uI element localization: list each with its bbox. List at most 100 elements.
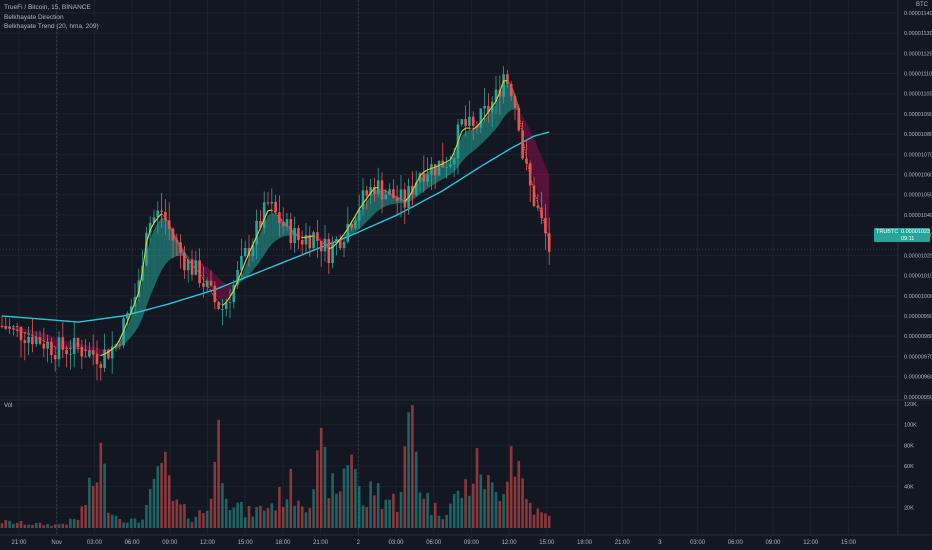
candle-body — [164, 211, 167, 221]
belkhayate-direction-segment — [100, 353, 105, 357]
price-tick-label: 0.00001010 — [904, 274, 932, 280]
candle-body — [19, 326, 23, 341]
candle-body — [217, 302, 220, 309]
belkhayate-band-segment — [465, 129, 470, 158]
belkhayate-band-segment — [496, 95, 500, 129]
volume-bar — [365, 507, 369, 528]
belkhayate-direction-segment — [495, 91, 501, 102]
belkhayate-direction-segment — [263, 210, 269, 220]
volume-bar — [319, 427, 323, 528]
candle-body — [521, 130, 524, 159]
candle-body — [509, 83, 513, 97]
candle-body — [148, 222, 152, 233]
candle-body — [137, 280, 141, 297]
volume-bar — [8, 520, 11, 528]
belkhayate-direction-segment — [248, 244, 254, 254]
belkhayate-direction-segment — [351, 215, 356, 223]
volume-bar — [498, 501, 502, 528]
candle-body — [110, 346, 114, 359]
belkhayate-direction-segment — [358, 203, 364, 210]
volume-bar — [430, 514, 433, 528]
candle-body — [31, 336, 34, 345]
belkhayate-band-segment — [218, 277, 223, 303]
volume-bar — [354, 468, 357, 528]
volume-bar — [156, 466, 160, 528]
price-tick-label: 0.00001130 — [904, 31, 932, 37]
volume-bar — [521, 478, 524, 528]
belkhayate-direction-segment — [378, 186, 383, 190]
belkhayate-direction-segment — [537, 202, 543, 216]
volume-bar — [380, 509, 384, 528]
belkhayate-band-segment — [545, 165, 550, 234]
volume-bar — [255, 507, 258, 528]
volume-bar — [418, 492, 422, 528]
belkhayate-direction-segment — [374, 186, 379, 189]
volume-bar — [53, 524, 57, 528]
volume-bar — [80, 506, 84, 528]
candle-body — [388, 189, 391, 195]
belkhayate-direction-segment — [108, 348, 113, 353]
time-tick-label: 03:00 — [388, 540, 404, 546]
volume-bar — [205, 510, 209, 528]
candle-body — [319, 240, 323, 252]
candle-body — [12, 326, 15, 327]
volume-bar — [293, 505, 296, 528]
volume-bar — [213, 461, 217, 528]
candle-body — [152, 217, 156, 223]
volume-bar — [384, 499, 388, 528]
volume-bar — [42, 525, 46, 528]
belkhayate-direction-segment — [104, 351, 109, 355]
time-tick-label: 2 — [357, 540, 361, 546]
volume-bar — [304, 512, 308, 528]
volume-bar — [209, 498, 213, 528]
belkhayate-direction-segment — [191, 264, 197, 270]
candle-body — [547, 233, 551, 252]
indicator-direction-label[interactable]: Belkhayate Direction — [4, 13, 64, 21]
volume-bar — [0, 523, 4, 528]
volume-bar — [509, 446, 513, 528]
volume-bar — [198, 510, 201, 528]
time-tick-label: 18:00 — [577, 540, 593, 546]
volume-bar — [99, 442, 103, 528]
unit-label: BTC — [916, 2, 928, 8]
belkhayate-direction-segment — [472, 126, 478, 130]
candle-body — [129, 306, 133, 313]
candle-body — [76, 337, 80, 347]
candle-body — [437, 160, 441, 176]
candle-body — [433, 164, 437, 176]
candle-body — [452, 158, 456, 165]
belkhayate-direction-segment — [126, 312, 132, 323]
volume-bar — [433, 502, 437, 528]
belkhayate-direction-segment — [187, 259, 193, 265]
belkhayate-direction-segment — [237, 271, 242, 282]
volume-bar — [31, 524, 34, 528]
belkhayate-direction-segment — [93, 352, 98, 355]
symbol-title[interactable]: TrueFi / Bitcoin, 15, BINANCE — [4, 4, 91, 11]
belkhayate-direction-segment — [20, 331, 25, 334]
volume-label[interactable]: Vol — [4, 403, 13, 409]
volume-bar — [308, 508, 312, 528]
volume-bar — [23, 524, 27, 528]
candle-body — [338, 238, 342, 248]
candle-body — [304, 235, 308, 245]
candle-body — [183, 252, 186, 271]
belkhayate-direction-segment — [533, 190, 539, 203]
belkhayate-direction-segment — [225, 296, 231, 303]
candle-body — [65, 349, 68, 355]
candle-body — [471, 116, 475, 126]
belkhayate-direction-segment — [153, 217, 159, 224]
candle-body — [61, 337, 65, 350]
belkhayate-direction-segment — [17, 329, 22, 333]
volume-bar — [76, 519, 80, 528]
volume-bar — [369, 481, 372, 528]
candle-body — [354, 220, 357, 229]
candle-body — [80, 346, 84, 357]
belkhayate-band-segment — [203, 264, 208, 282]
belkhayate-band-segment — [36, 331, 40, 339]
belkhayate-band-segment — [271, 212, 276, 245]
belkhayate-direction-segment — [381, 188, 387, 192]
time-tick-label: 09:00 — [162, 540, 178, 546]
indicator-trend-label[interactable]: Belkhayate Trend (20, hma, 209) — [4, 23, 99, 30]
belkhayate-direction-segment — [286, 225, 292, 231]
